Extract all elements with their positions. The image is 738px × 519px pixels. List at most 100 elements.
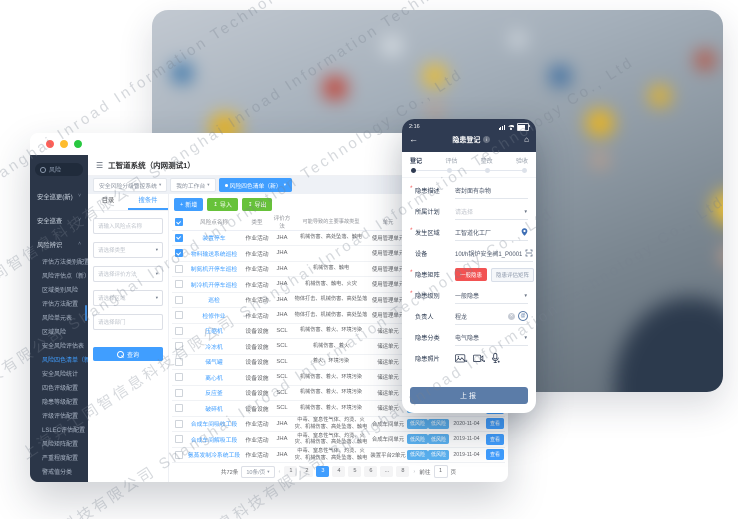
page-button[interactable]: 1 — [284, 466, 298, 477]
sidebar-group[interactable]: 安全巡查 ˅ — [30, 208, 88, 232]
export-button[interactable]: ↧ 导出 — [241, 198, 273, 211]
sidebar-item[interactable]: 评级评估配置 — [42, 414, 79, 420]
risk-point-link[interactable]: 检修作业 — [202, 313, 226, 320]
filter-input[interactable]: 请选择评价方法 ▾ — [93, 266, 163, 282]
sidebar-item[interactable]: 隐患等级配置 — [42, 400, 79, 406]
goto-page-input[interactable]: 1 — [433, 465, 448, 478]
matrix-evaluate-button[interactable]: 隐患评估矩阵 — [491, 267, 535, 282]
table-row[interactable]: 合成车间解吸工段 作业活动 JHA 中毒、窒息性气体、灼烫、火灾、机械伤害、高处坠落、… — [172, 432, 505, 448]
risk-point-link[interactable]: 压缩机 — [205, 329, 223, 336]
sidebar-item[interactable]: 区域类别风险 — [42, 288, 79, 294]
risk-point-link[interactable]: 巡检 — [208, 298, 220, 305]
step-tab[interactable]: 登记 — [410, 159, 423, 165]
import-button[interactable]: ↥ 导入 — [207, 198, 238, 211]
next-page-button[interactable]: › — [413, 468, 416, 475]
risk-point-link[interactable]: 反应釜 — [205, 391, 223, 398]
sidebar-item[interactable]: 警戒值分类 — [42, 470, 73, 476]
row-checkbox[interactable] — [174, 435, 183, 444]
page-button[interactable]: 3 — [316, 466, 330, 477]
risk-point-link[interactable]: 合成车间解吸工段 — [190, 437, 238, 444]
sidebar-group[interactable]: 风险辨识 ˄ — [30, 232, 88, 256]
row-checkbox[interactable] — [174, 450, 183, 459]
area-picker[interactable]: 工智道化工厂 — [455, 225, 528, 241]
row-checkbox[interactable] — [174, 404, 183, 413]
workspace-tab[interactable]: 风险四色清单（新） ▾ — [218, 178, 292, 192]
row-checkbox[interactable] — [174, 280, 183, 289]
view-button[interactable]: 查看 — [485, 418, 504, 430]
risk-point-link[interactable]: 离心机 — [205, 375, 223, 382]
row-checkbox[interactable] — [174, 249, 183, 258]
row-checkbox[interactable] — [174, 388, 183, 397]
tab-search-criteria[interactable]: 搜条件 — [128, 194, 168, 210]
device-picker[interactable]: 10t/h锅炉安全阀1_P0001 — [455, 246, 534, 262]
scan-icon[interactable] — [525, 249, 533, 257]
select-all-checkbox[interactable] — [174, 218, 183, 227]
step-tab[interactable]: 整改 — [480, 159, 493, 165]
sidebar-item[interactable]: 评估方法配置 — [42, 302, 79, 308]
filter-input[interactable]: 请输入风险点名称 — [93, 218, 163, 234]
add-video-icon[interactable] — [473, 354, 485, 364]
risk-point-link[interactable]: 物料输送系统巡检 — [190, 251, 238, 258]
step-tab[interactable]: 评估 — [445, 159, 458, 165]
risk-point-link[interactable]: 储气罐 — [205, 360, 223, 367]
owner-picker[interactable]: 程龙 ✕ @ — [455, 309, 528, 325]
sidebar-item[interactable]: 风险矩阵配置 — [42, 442, 79, 448]
page-button[interactable]: 6 — [364, 466, 378, 477]
step-tab[interactable]: 验收 — [515, 159, 528, 165]
hazard-description-input[interactable]: 密封面有杂物 — [455, 183, 528, 199]
sidebar-item[interactable]: 风险单元表 — [42, 316, 73, 322]
table-row[interactable]: 合成车间吸收工段 作业活动 JHA 中毒、窒息性气体、灼烫、火灾、机械伤害、高处坠落、… — [172, 417, 505, 432]
workspace-tab[interactable]: 我的工作台 ▾ — [170, 178, 216, 192]
filter-input[interactable]: 请选择区域 ▾ — [93, 290, 163, 306]
risk-point-link[interactable]: 冷冻机 — [205, 344, 223, 351]
title-info-badge[interactable]: i — [482, 136, 490, 143]
filter-input[interactable]: 请选择类型 ▾ — [93, 242, 163, 258]
page-button[interactable]: 2 — [300, 466, 314, 477]
page-size-select[interactable]: 10条/页 ▾ — [241, 465, 275, 478]
page-button[interactable]: 5 — [348, 466, 362, 477]
row-checkbox[interactable] — [174, 311, 183, 320]
row-checkbox[interactable] — [174, 342, 183, 351]
view-button[interactable]: 查看 — [485, 433, 504, 445]
sidebar-item[interactable]: 安全风险评估表 — [42, 344, 85, 350]
sidebar-item[interactable]: 安全风险统计 — [42, 372, 79, 378]
row-checkbox[interactable] — [174, 357, 183, 366]
row-checkbox[interactable] — [174, 326, 183, 335]
location-pin-icon[interactable] — [521, 228, 528, 236]
page-button[interactable]: 4 — [332, 466, 346, 477]
sidebar-item[interactable]: 区域风险 — [42, 330, 67, 336]
add-audio-icon[interactable] — [491, 353, 500, 364]
sidebar-item[interactable]: 严重程度配置 — [42, 456, 79, 462]
sidebar-item[interactable]: 风险四色清单（新） — [42, 358, 88, 364]
risk-point-link[interactable]: 装置停车 — [202, 236, 226, 243]
query-button[interactable]: 查询 — [93, 347, 163, 361]
home-icon[interactable]: ⌂ — [524, 134, 529, 144]
sidebar-scrollbar[interactable] — [85, 305, 87, 321]
add-button[interactable]: + 新增 — [174, 198, 204, 211]
filter-input[interactable]: 请选择部门 — [93, 314, 163, 330]
sidebar-item[interactable]: 风险评估点（新） — [42, 274, 88, 280]
risk-point-link[interactable]: 制冷机开停车巡检 — [190, 282, 238, 289]
risk-point-link[interactable]: 破碎机 — [205, 406, 223, 413]
close-window-icon[interactable] — [46, 140, 54, 148]
risk-point-link[interactable]: 氨蒸发制冷系统工段 — [187, 453, 241, 460]
page-button[interactable]: ... — [380, 466, 394, 477]
sidebar-item[interactable]: LSLEC评估配置 — [42, 428, 86, 434]
row-checkbox[interactable] — [174, 295, 183, 304]
sidebar-item[interactable]: 安全风险评估类别 — [30, 480, 88, 482]
view-button[interactable]: 查看 — [485, 449, 504, 461]
hazard-level-button[interactable]: 一般隐患 — [455, 268, 488, 281]
plan-select[interactable]: 请选择 ▼ — [455, 204, 528, 220]
risk-point-link[interactable]: 合成车间吸收工段 — [190, 422, 238, 429]
sidebar-search-input[interactable]: 风险 — [35, 163, 83, 176]
at-mention-icon[interactable]: @ — [518, 311, 528, 321]
sidebar-item[interactable]: 四色评级配置 — [42, 386, 79, 392]
back-icon[interactable]: ← — [409, 134, 418, 144]
risk-point-link[interactable]: 制氮机开停车巡检 — [190, 267, 238, 274]
level-select[interactable]: 一般隐患 ▼ — [455, 288, 528, 304]
row-checkbox[interactable] — [174, 233, 183, 242]
sidebar-item[interactable]: 评估方法类别配置 — [42, 260, 88, 266]
category-select[interactable]: 电气隐患 ▼ — [455, 330, 528, 346]
tab-directory[interactable]: 目录 — [101, 197, 115, 204]
add-image-icon[interactable] — [455, 353, 467, 364]
